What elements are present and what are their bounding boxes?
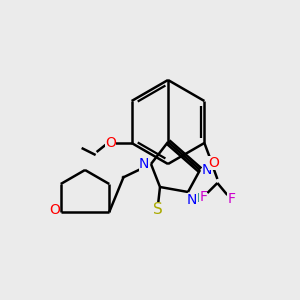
Text: O: O <box>49 203 60 217</box>
Text: N: N <box>187 193 197 207</box>
Text: F: F <box>227 192 236 206</box>
Text: S: S <box>153 202 163 217</box>
Text: N: N <box>139 157 149 171</box>
Text: H: H <box>196 193 206 206</box>
Text: F: F <box>200 190 207 204</box>
Text: N: N <box>202 163 212 177</box>
Text: O: O <box>208 156 219 170</box>
Text: O: O <box>105 136 116 150</box>
